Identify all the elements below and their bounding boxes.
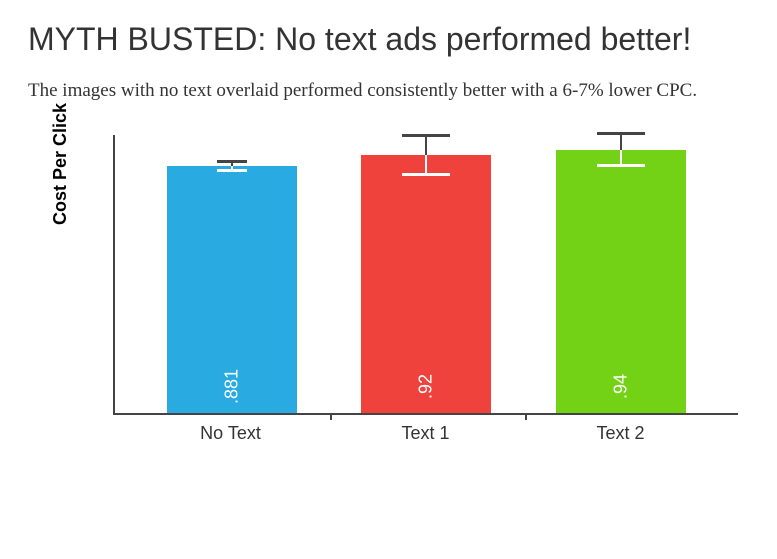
- bar-slot: .92: [361, 135, 491, 413]
- x-axis-label: Text 1: [361, 423, 491, 444]
- bar: .94: [556, 150, 686, 413]
- x-axis-label: No Text: [166, 423, 296, 444]
- error-bar-upper: [425, 135, 427, 155]
- bar-slot: .94: [556, 135, 686, 413]
- error-bar-upper: [620, 133, 622, 150]
- plot-area: .881 .92 .94: [113, 135, 738, 415]
- subtext: The images with no text overlaid perform…: [28, 76, 749, 106]
- error-bar-lower: [620, 150, 622, 167]
- x-tick: [525, 413, 527, 420]
- x-tick: [330, 413, 332, 420]
- error-bar-lower: [425, 155, 427, 175]
- x-axis-label: Text 2: [556, 423, 686, 444]
- bar-value-label: .92: [416, 374, 437, 419]
- cpc-bar-chart: Cost Per Click .881.92.94 No TextText 1T…: [58, 135, 738, 444]
- bar-value-label: .94: [610, 374, 631, 419]
- bar-slot: .881: [167, 135, 297, 413]
- bar: .92: [361, 155, 491, 413]
- bar-value-label: .881: [222, 369, 243, 424]
- headline: MYTH BUSTED: No text ads performed bette…: [28, 20, 749, 58]
- y-axis-label: Cost Per Click: [50, 103, 71, 225]
- bar: .881: [167, 166, 297, 413]
- error-bar-lower: [231, 166, 233, 171]
